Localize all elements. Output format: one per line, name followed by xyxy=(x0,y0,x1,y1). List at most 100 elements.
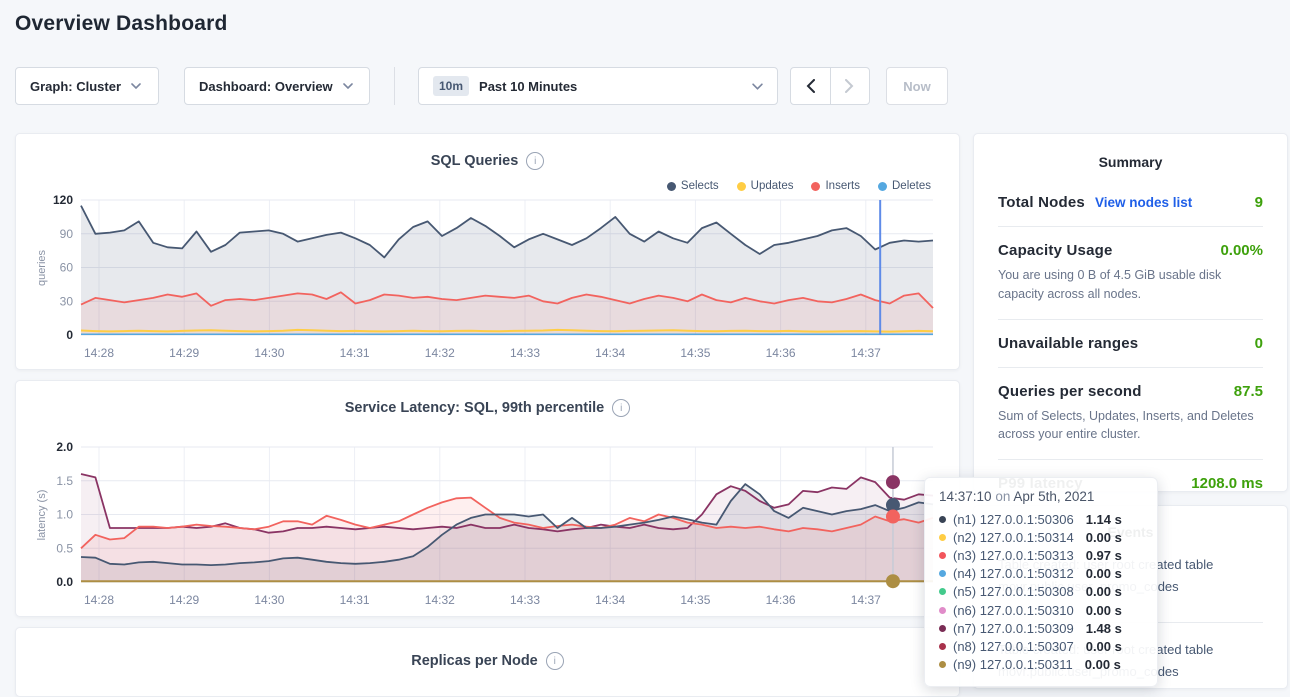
x-tick-label: 14:34 xyxy=(595,346,625,360)
time-next-button[interactable] xyxy=(829,68,870,104)
replicas-chart-title-text: Replicas per Node xyxy=(411,653,538,669)
tooltip-row: (n5) 127.0.0.1:50308 0.00 s xyxy=(939,583,1143,601)
node-address: (n1) 127.0.0.1:50306 xyxy=(953,511,1074,527)
series-area-selects xyxy=(81,205,933,335)
node-latency-value: 0.97 s xyxy=(1085,547,1122,563)
series-area--n7-127-0-0-1-50309 xyxy=(81,474,933,582)
latency-chart-plot[interactable]: 14:28 14:29 14:30 14:31 14:32 14:33 14:34 14:35… xyxy=(45,440,939,619)
series-area--n1-127-0-0-1-50306 xyxy=(81,484,933,582)
tooltip-date: Apr 5th, 2021 xyxy=(1013,489,1095,504)
summary-row-capacity: Capacity Usage 0.00% xyxy=(998,242,1263,259)
y-tick-label: 0 xyxy=(66,328,73,342)
graph-dropdown[interactable]: Graph: Cluster xyxy=(15,67,159,105)
replicas-card: Replicas per Node i xyxy=(15,627,960,697)
y-tick-label: 0.5 xyxy=(56,541,73,555)
now-button[interactable]: Now xyxy=(886,67,948,105)
legend-item-updates[interactable]: Updates xyxy=(736,180,794,192)
toolbar-divider xyxy=(394,67,395,105)
x-tick-label: 14:35 xyxy=(680,346,710,360)
y-tick-label: 1.0 xyxy=(56,508,73,522)
node-latency-value: 1.14 s xyxy=(1085,511,1122,527)
node-address: (n9) 127.0.0.1:50311 xyxy=(953,657,1073,673)
series-area--n3-127-0-0-1-50313 xyxy=(81,497,933,582)
qps-label: Queries per second xyxy=(998,382,1142,400)
node-color-dot xyxy=(939,533,946,541)
node-latency-value: 0.00 s xyxy=(1085,584,1122,600)
summary-row-total-nodes: Total Nodes View nodes list 9 xyxy=(998,194,1263,211)
chevron-right-icon xyxy=(845,79,854,93)
time-range-selector[interactable]: 10m Past 10 Minutes xyxy=(418,67,778,105)
series-line-inserts xyxy=(80,291,934,309)
total-nodes-value: 9 xyxy=(1254,194,1263,211)
time-range-label: Past 10 Minutes xyxy=(479,78,578,94)
node-address: (n7) 127.0.0.1:50309 xyxy=(953,620,1074,636)
info-icon[interactable]: i xyxy=(545,652,564,670)
x-tick-label: 14:29 xyxy=(169,346,199,360)
x-tick-label: 14:31 xyxy=(340,593,370,607)
legend-dot xyxy=(878,181,887,191)
chevron-down-icon xyxy=(752,82,763,90)
node-latency-value: 0.00 s xyxy=(1085,566,1122,582)
y-tick-label: 90 xyxy=(60,227,74,241)
time-prev-button[interactable] xyxy=(791,68,830,104)
tooltip-connector: on xyxy=(995,489,1011,504)
latency-chart-title: Service Latency: SQL, 99th percentile i xyxy=(16,381,959,417)
legend-item-inserts[interactable]: Inserts xyxy=(811,180,860,192)
node-address: (n4) 127.0.0.1:50312 xyxy=(953,566,1074,582)
capacity-usage-desc: You are using 0 B of 4.5 GiB usable disk… xyxy=(998,268,1222,301)
hover-point-dot xyxy=(885,475,900,490)
hover-point-dot xyxy=(885,498,900,513)
legend-label: Deletes xyxy=(892,180,931,192)
node-latency-value: 1.48 s xyxy=(1085,620,1122,636)
info-icon[interactable]: i xyxy=(612,399,631,417)
x-tick-label: 14:33 xyxy=(510,346,540,360)
node-latency-value: 0.00 s xyxy=(1084,657,1121,673)
time-nav-group xyxy=(790,67,870,105)
latency-chart-svg[interactable]: 14:28 14:29 14:30 14:31 14:32 14:33 14:34 14:35… xyxy=(45,440,939,614)
latency-chart-title-text: Service Latency: SQL, 99th percentile xyxy=(344,400,605,416)
total-nodes-label: Total Nodes xyxy=(998,194,1085,211)
series-line-selects xyxy=(80,205,934,259)
node-color-dot xyxy=(939,588,946,596)
x-tick-label: 14:30 xyxy=(254,346,284,360)
x-tick-label: 14:32 xyxy=(425,593,455,607)
node-color-dot xyxy=(939,624,946,632)
hover-point-dot xyxy=(885,574,900,589)
tooltip-row: (n4) 127.0.0.1:50312 0.00 s xyxy=(939,565,1143,583)
divider xyxy=(998,366,1263,368)
tooltip-time: 14:37:10 xyxy=(939,489,992,504)
node-color-dot xyxy=(939,570,946,578)
summary-panel: Summary Total Nodes View nodes list 9 Ca… xyxy=(973,133,1288,492)
x-tick-label: 14:37 xyxy=(851,593,881,607)
y-tick-label: 60 xyxy=(60,261,74,275)
x-tick-label: 14:34 xyxy=(595,593,625,607)
y-tick-label: 2.0 xyxy=(56,442,73,454)
view-nodes-list-link[interactable]: View nodes list xyxy=(1094,195,1193,210)
sql-chart-svg[interactable]: 14:28 14:29 14:30 14:31 14:32 14:33 14:34 14:35… xyxy=(45,193,939,367)
replicas-chart-title: Replicas per Node i xyxy=(16,628,959,670)
tooltip-row: (n3) 127.0.0.1:50313 0.97 s xyxy=(939,546,1143,564)
legend-item-selects[interactable]: Selects xyxy=(666,180,719,192)
dashboard-dropdown[interactable]: Dashboard: Overview xyxy=(184,67,370,105)
node-address: (n6) 127.0.0.1:50310 xyxy=(953,602,1074,618)
info-icon[interactable]: i xyxy=(526,152,545,170)
divider xyxy=(998,318,1263,320)
tooltip-row: (n8) 127.0.0.1:50307 0.00 s xyxy=(939,637,1143,655)
summary-row-qps: Queries per second 87.5 xyxy=(998,383,1263,400)
legend-label: Inserts xyxy=(825,180,860,192)
graph-dropdown-label: Graph: Cluster xyxy=(30,78,122,94)
sql-chart-plot[interactable]: 14:28 14:29 14:30 14:31 14:32 14:33 14:34 14:35… xyxy=(45,193,939,372)
y-tick-label: 0.0 xyxy=(56,575,73,589)
latency-card: Service Latency: SQL, 99th percentile i … xyxy=(15,380,960,617)
node-address: (n5) 127.0.0.1:50308 xyxy=(953,584,1074,600)
legend-item-deletes[interactable]: Deletes xyxy=(878,180,931,192)
x-tick-label: 14:36 xyxy=(766,346,796,360)
chevron-down-icon xyxy=(342,83,353,89)
legend-label: Updates xyxy=(750,180,794,192)
node-address: (n3) 127.0.0.1:50313 xyxy=(953,547,1074,563)
tooltip-timestamp: 14:37:10 on Apr 5th, 2021 xyxy=(939,489,1143,504)
series-area-inserts xyxy=(81,292,933,335)
divider xyxy=(998,226,1263,227)
x-tick-label: 14:37 xyxy=(851,346,881,360)
y-tick-label: 120 xyxy=(53,195,73,207)
